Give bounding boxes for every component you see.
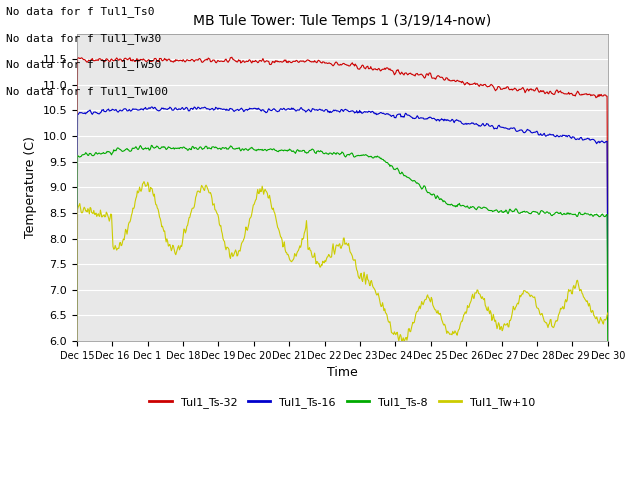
Title: MB Tule Tower: Tule Temps 1 (3/19/14-now): MB Tule Tower: Tule Temps 1 (3/19/14-now… [193,14,492,28]
Text: No data for f Tul1_Ts0: No data for f Tul1_Ts0 [6,6,155,17]
Text: No data for f Tul1_Tw100: No data for f Tul1_Tw100 [6,85,168,96]
Text: No data for f Tul1_Tw30: No data for f Tul1_Tw30 [6,33,162,44]
Y-axis label: Temperature (C): Temperature (C) [24,136,37,238]
X-axis label: Time: Time [327,366,358,379]
Legend: Tul1_Ts-32, Tul1_Ts-16, Tul1_Ts-8, Tul1_Tw+10: Tul1_Ts-32, Tul1_Ts-16, Tul1_Ts-8, Tul1_… [145,393,540,412]
Text: No data for f Tul1_Tw50: No data for f Tul1_Tw50 [6,59,162,70]
